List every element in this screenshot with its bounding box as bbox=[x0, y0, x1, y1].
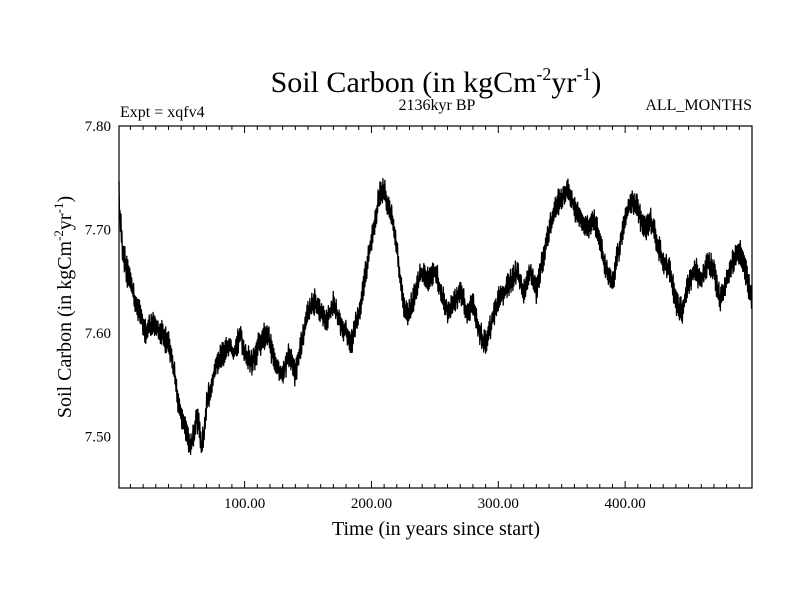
x-tick-label: 400.00 bbox=[605, 496, 646, 512]
y-axis-ticks: 7.50 7.60 7.70 7.80 bbox=[85, 119, 111, 445]
chart-title: Soil Carbon (in kgCm-2yr-1) bbox=[271, 64, 602, 99]
y-tick-label: 7.50 bbox=[85, 429, 111, 445]
period-label: 2136kyr BP bbox=[399, 97, 476, 114]
x-axis-ticks: 100.00 200.00 300.00 400.00 bbox=[129, 126, 740, 512]
x-tick-label: 200.00 bbox=[351, 496, 392, 512]
y-tick-label: 7.70 bbox=[85, 222, 111, 238]
y-tick-label: 7.60 bbox=[85, 326, 111, 342]
y-axis-label: Soil Carbon (in kgCm-2yr-1) bbox=[51, 196, 76, 418]
x-axis-label: Time (in years since start) bbox=[332, 518, 540, 540]
series-line bbox=[118, 177, 753, 456]
months-label: ALL_MONTHS bbox=[645, 97, 752, 114]
plot-frame bbox=[118, 125, 753, 489]
y-tick-label: 7.80 bbox=[85, 119, 111, 135]
expt-label: Expt = xqfv4 bbox=[120, 104, 205, 121]
x-tick-label: 100.00 bbox=[224, 496, 265, 512]
x-tick-label: 300.00 bbox=[478, 496, 519, 512]
series-group bbox=[118, 177, 753, 456]
